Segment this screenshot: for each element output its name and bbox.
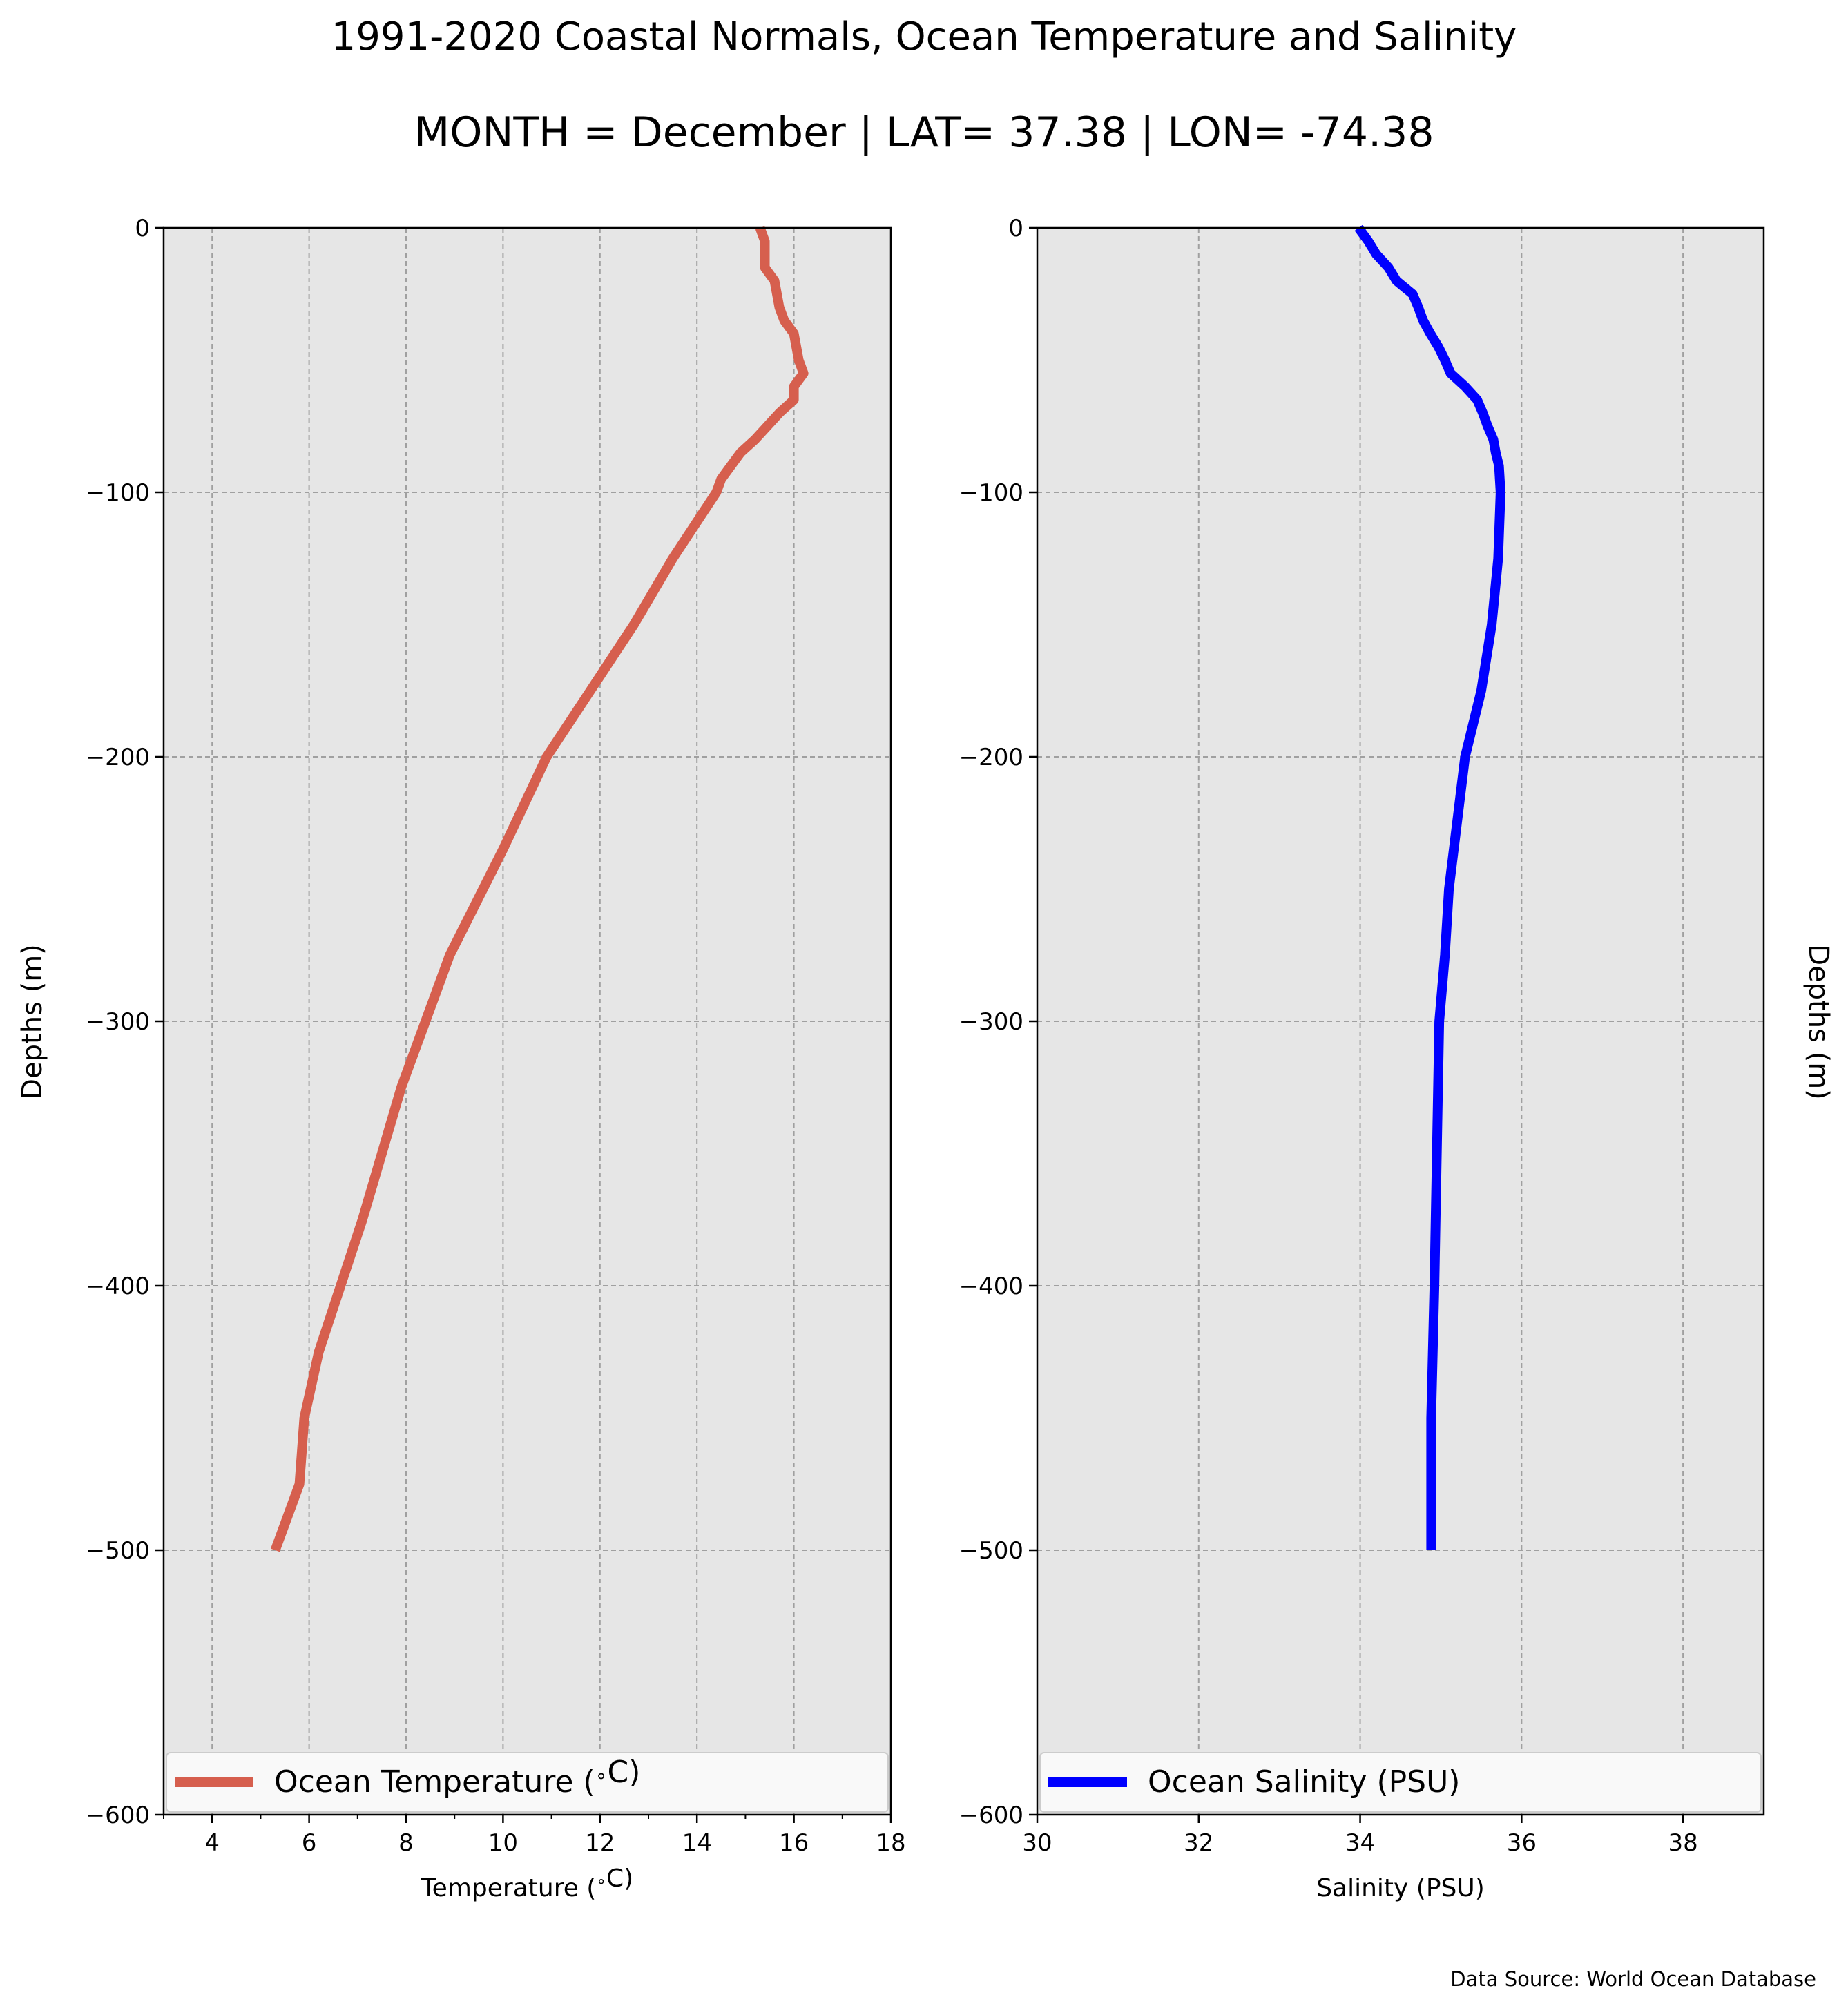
series-line [1354,224,1505,1550]
y-tick-label: −200 [86,744,150,771]
y-tick-label: 0 [135,215,150,242]
x-tick-label: 38 [1668,1829,1697,1857]
legend-label: Ocean Salinity (PSU) [1148,1764,1460,1800]
y-tick-label: −500 [86,1537,150,1565]
y-tick-label: −400 [86,1273,150,1300]
x-axis-label: Salinity (PSU) [1316,1874,1485,1902]
x-tick-label: 36 [1507,1829,1537,1857]
y-tick-label: −300 [959,1008,1023,1036]
y-tick-label: 0 [1008,215,1023,242]
x-tick-label: 32 [1184,1829,1213,1857]
chart-title: 1991-2020 Coastal Normals, Ocean Tempera… [331,15,1517,59]
temperature-panel: 4 6 8 10 12 14 16 18 0 −100 −200 −300 −400 −500 −600 Te… [86,215,906,1902]
chart-subtitle: MONTH = December | LAT= 37.38 | LON= -74… [414,108,1434,157]
x-tick-label: 6 [302,1829,317,1857]
x-tick-label: 8 [398,1829,414,1857]
x-tick-label: 16 [779,1829,809,1857]
y-tick-label: −400 [959,1273,1023,1300]
y-tick-label: −600 [959,1802,1023,1829]
legend-box [1039,1752,1762,1813]
y-tick-label: −100 [86,479,150,507]
x-tick-label: 4 [204,1829,220,1857]
x-axis-label: Temperature (∘C) [421,1864,633,1902]
series-line [270,226,809,1552]
x-tick-label: 12 [585,1829,615,1857]
y-tick-label: −600 [86,1802,150,1829]
y-tick-label: −200 [959,744,1023,771]
y-tick-label: −100 [959,479,1023,507]
left-y-axis-label: Depths (m) [17,944,48,1100]
x-tick-label: 18 [876,1829,905,1857]
data-source-note: Data Source: World Ocean Database [1450,1967,1816,1991]
x-tick-label: 14 [682,1829,712,1857]
x-tick-label: 30 [1022,1829,1052,1857]
y-tick-label: −500 [959,1537,1023,1565]
y-tick-label: −300 [86,1008,150,1036]
legend-box [166,1752,889,1813]
x-tick-label: 10 [488,1829,518,1857]
salinity-panel: 30 32 34 36 38 0 −100 −200 −300 −400 −500 −600 Salin… [959,215,1765,1902]
x-tick-label: 34 [1345,1829,1375,1857]
right-y-axis-label: Depths (m) [1802,944,1834,1100]
